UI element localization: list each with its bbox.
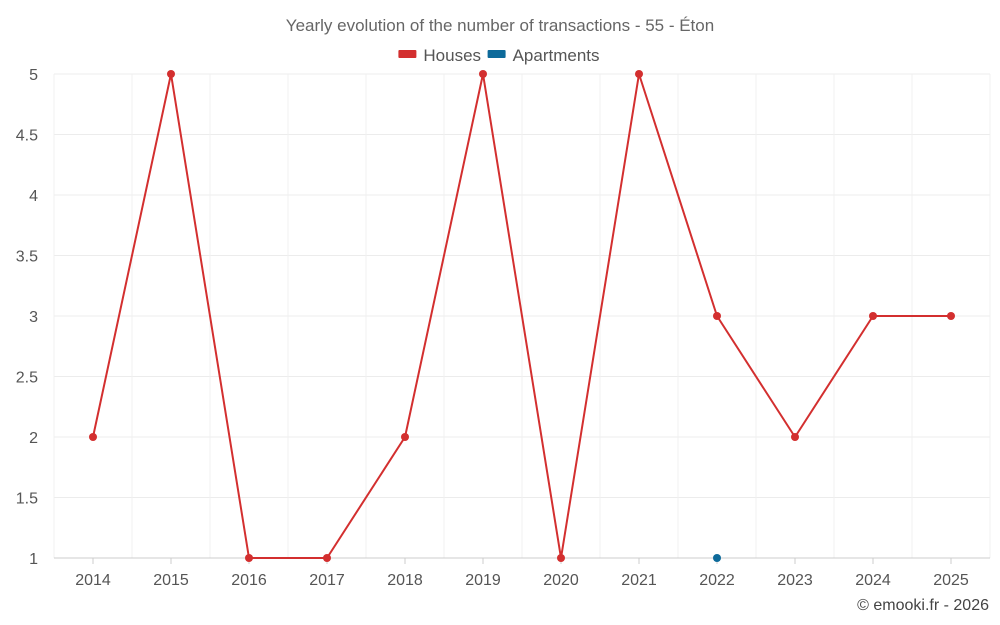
houses-point [245, 554, 253, 562]
axes: 1 1.5 2 2.5 3 3.5 4 4.5 5 2014 2015 2016 2017 2018 201… [16, 67, 990, 589]
y-tick-label: 5 [29, 67, 38, 84]
houses-point [479, 70, 487, 78]
credit-text: © emooki.fr - 2026 [857, 597, 989, 614]
x-tick-label: 2015 [153, 572, 189, 589]
houses-point [869, 312, 877, 320]
x-tick-label: 2016 [231, 572, 267, 589]
grid [53, 73, 991, 559]
legend-swatch-apartments [487, 50, 506, 58]
y-tick-label: 3 [29, 309, 38, 326]
x-tick-label: 2018 [387, 572, 423, 589]
houses-point [557, 554, 565, 562]
x-tick-label: 2020 [543, 572, 579, 589]
x-tick-label: 2023 [777, 572, 813, 589]
houses-point [167, 70, 175, 78]
x-tick-label: 2014 [75, 572, 111, 589]
y-tick-label: 4.5 [16, 128, 38, 145]
houses-point [635, 70, 643, 78]
y-tick-label: 2 [29, 430, 38, 447]
y-tick-label: 4 [29, 188, 38, 205]
x-tick-label: 2024 [855, 572, 891, 589]
legend-swatch-houses [398, 50, 417, 58]
series-layer [89, 70, 955, 562]
x-tick-label: 2022 [699, 572, 735, 589]
houses-point [401, 433, 409, 441]
y-tick-label: 2.5 [16, 370, 38, 387]
apartments-point [713, 554, 721, 562]
x-tick-label: 2017 [309, 572, 345, 589]
houses-point [713, 312, 721, 320]
houses-point [89, 433, 97, 441]
legend: Houses Apartments [398, 46, 600, 65]
x-tick-label: 2025 [933, 572, 969, 589]
chart-title: Yearly evolution of the number of transa… [286, 16, 714, 35]
x-tick-label: 2021 [621, 572, 657, 589]
houses-point [791, 433, 799, 441]
x-tick-label: 2019 [465, 572, 501, 589]
legend-label-apartments: Apartments [513, 46, 600, 65]
houses-point [947, 312, 955, 320]
legend-label-houses: Houses [423, 46, 481, 65]
y-tick-label: 3.5 [16, 249, 38, 266]
houses-line [92, 73, 951, 559]
y-tick-label: 1.5 [16, 491, 38, 508]
houses-point [323, 554, 331, 562]
y-tick-label: 1 [29, 551, 38, 568]
